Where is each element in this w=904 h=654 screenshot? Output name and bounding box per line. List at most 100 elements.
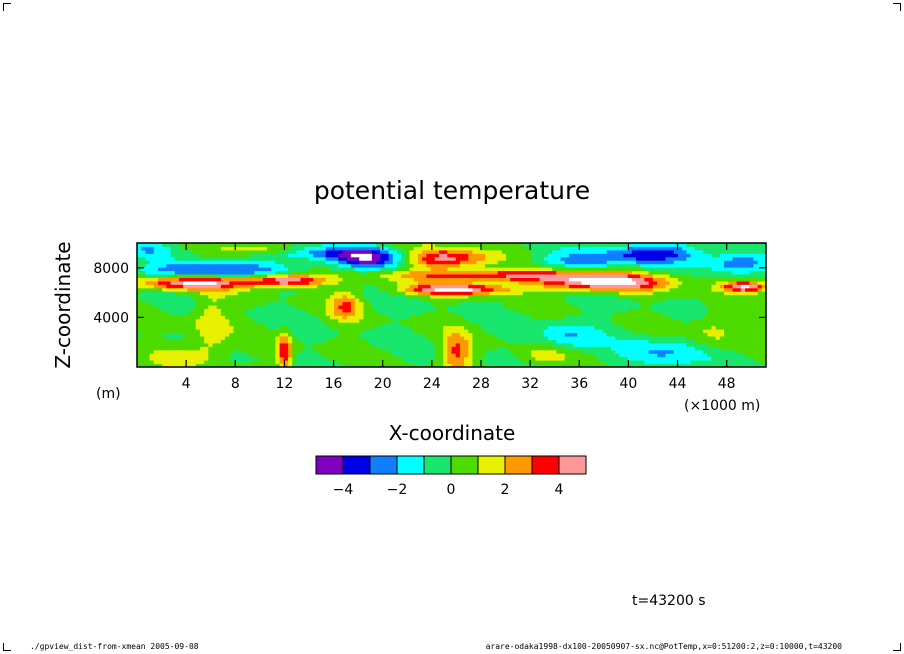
- field-cell: [266, 305, 272, 309]
- field-cell: [401, 294, 406, 299]
- field-cell: [598, 253, 603, 258]
- field-cell: [422, 256, 427, 261]
- field-cell: [187, 363, 193, 368]
- field-cell: [686, 263, 692, 268]
- field-cell: [665, 294, 671, 299]
- field-cell: [317, 277, 323, 282]
- field-cell: [703, 274, 708, 278]
- field-cell: [141, 311, 146, 316]
- field-cell: [690, 298, 696, 303]
- field-cell: [501, 277, 507, 282]
- field-cell: [229, 329, 234, 334]
- field-cell: [405, 291, 411, 296]
- field-cell: [157, 277, 163, 282]
- field-cell: [170, 339, 176, 344]
- field-cell: [636, 353, 641, 358]
- field-cell: [233, 280, 239, 285]
- field-cell: [296, 249, 302, 254]
- field-cell: [577, 332, 582, 337]
- field-cell: [715, 267, 721, 272]
- field-cell: [594, 311, 599, 316]
- field-cell: [434, 280, 440, 285]
- field-cell: [191, 332, 197, 337]
- field-cell: [422, 305, 427, 309]
- field-cell: [522, 270, 528, 275]
- field-cell: [204, 270, 209, 275]
- field-cell: [405, 287, 411, 292]
- field-cell: [275, 253, 281, 258]
- field-cell: [367, 270, 373, 275]
- field-cell: [405, 308, 411, 313]
- field-cell: [451, 260, 457, 265]
- field-cell: [367, 294, 373, 299]
- field-cell: [137, 270, 142, 275]
- field-cell: [573, 308, 578, 313]
- field-cell: [350, 353, 356, 358]
- field-cell: [665, 298, 671, 303]
- field-cell: [254, 346, 260, 351]
- field-cell: [191, 305, 197, 309]
- field-cell: [522, 256, 528, 261]
- field-cell: [237, 305, 243, 309]
- field-cell: [178, 294, 184, 299]
- field-cell: [485, 277, 490, 282]
- field-cell: [745, 280, 750, 285]
- field-cell: [615, 260, 620, 265]
- field-cell: [233, 349, 239, 354]
- field-cell: [447, 291, 452, 296]
- field-cell: [170, 301, 176, 306]
- field-cell: [220, 263, 226, 268]
- field-cell: [728, 322, 733, 327]
- field-cell: [191, 360, 197, 365]
- field-cell: [686, 318, 692, 323]
- field-cell: [736, 256, 742, 261]
- field-cell: [137, 294, 142, 299]
- field-cell: [174, 318, 180, 323]
- field-cell: [376, 332, 381, 337]
- field-cell: [682, 277, 687, 282]
- field-cell: [703, 353, 708, 358]
- field-cell: [229, 308, 234, 313]
- field-cell: [757, 322, 763, 327]
- field-cell: [518, 322, 524, 327]
- field-cell: [229, 280, 234, 285]
- field-cell: [153, 284, 159, 289]
- field-cell: [317, 267, 323, 272]
- field-cell: [321, 270, 327, 275]
- field-cell: [204, 287, 209, 292]
- field-cell: [677, 318, 683, 323]
- field-cell: [317, 325, 323, 330]
- field-cell: [283, 305, 289, 309]
- field-cell: [271, 342, 276, 347]
- field-cell: [405, 301, 411, 306]
- field-cell: [464, 274, 469, 278]
- field-cell: [195, 249, 201, 254]
- field-cell: [363, 301, 369, 306]
- field-cell: [438, 363, 444, 368]
- field-cell: [216, 356, 222, 361]
- field-cell: [413, 305, 419, 309]
- field-cell: [308, 318, 314, 323]
- field-cell: [703, 294, 708, 299]
- field-cell: [648, 346, 654, 351]
- field-cell: [363, 353, 369, 358]
- field-cell: [199, 339, 205, 344]
- field-cell: [246, 249, 251, 254]
- field-cell: [246, 298, 251, 303]
- field-cell: [535, 294, 541, 299]
- field-cell: [417, 253, 423, 258]
- field-cell: [191, 325, 197, 330]
- field-cell: [262, 294, 268, 299]
- field-cell: [137, 260, 142, 265]
- field-cell: [510, 291, 515, 296]
- field-cell: [749, 349, 754, 354]
- field-cell: [552, 256, 557, 261]
- field-cell: [539, 291, 545, 296]
- field-cell: [275, 298, 281, 303]
- field-cell: [682, 332, 687, 337]
- field-cell: [539, 325, 545, 330]
- field-cell: [535, 291, 541, 296]
- field-cell: [262, 270, 268, 275]
- field-cell: [300, 305, 306, 309]
- field-cell: [178, 260, 184, 265]
